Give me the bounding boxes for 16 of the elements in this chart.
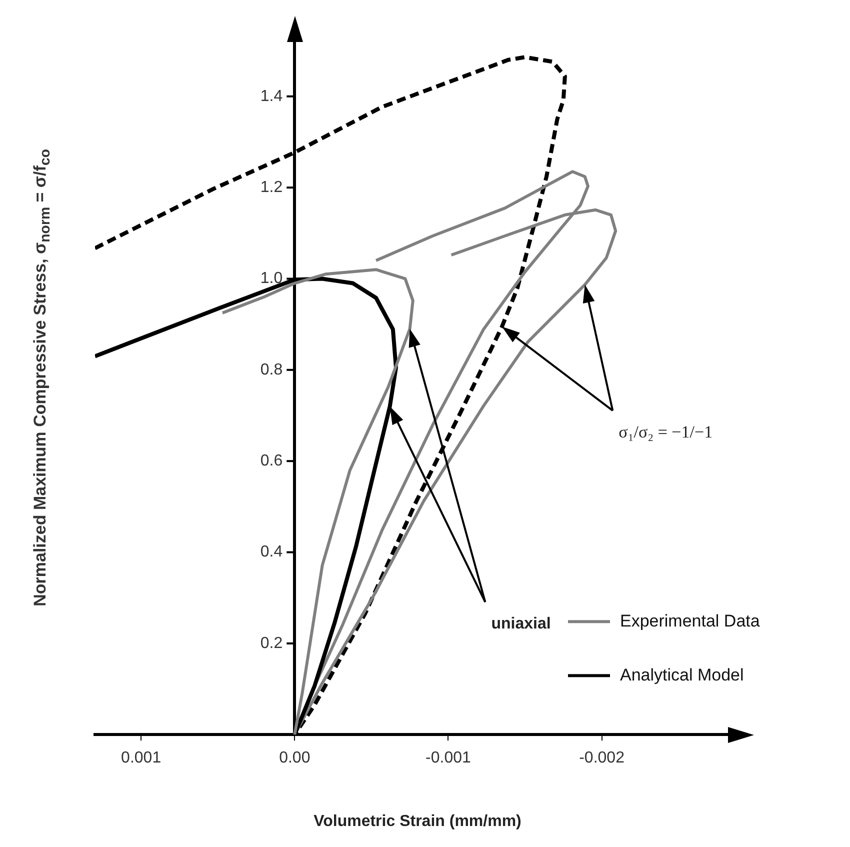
y-tick-label: 0.6	[260, 452, 283, 470]
y-tick-label: 0.2	[260, 634, 283, 652]
annotation: uniaxial	[491, 615, 551, 632]
y-tick-label: 0.4	[260, 544, 283, 561]
y-tick-label: 1.2	[260, 178, 283, 196]
x-tick-label: 0.001	[121, 750, 162, 767]
y-tick-label: 1.0	[260, 270, 283, 288]
legend-label: Experimental Data	[620, 611, 760, 630]
y-tick-label: 0.8	[260, 361, 283, 378]
x-axis-title: Volumetric Strain (mm/mm)	[314, 812, 522, 830]
legend-label: Analytical Model	[620, 665, 744, 684]
x-tick-label: -0.002	[579, 750, 625, 767]
x-tick-label: 0.00	[279, 750, 310, 767]
y-tick-label: 1.4	[260, 88, 283, 105]
x-tick-label: -0.001	[426, 750, 471, 767]
annotation: σ₁/σ₂ = −1/−1	[618, 422, 713, 442]
